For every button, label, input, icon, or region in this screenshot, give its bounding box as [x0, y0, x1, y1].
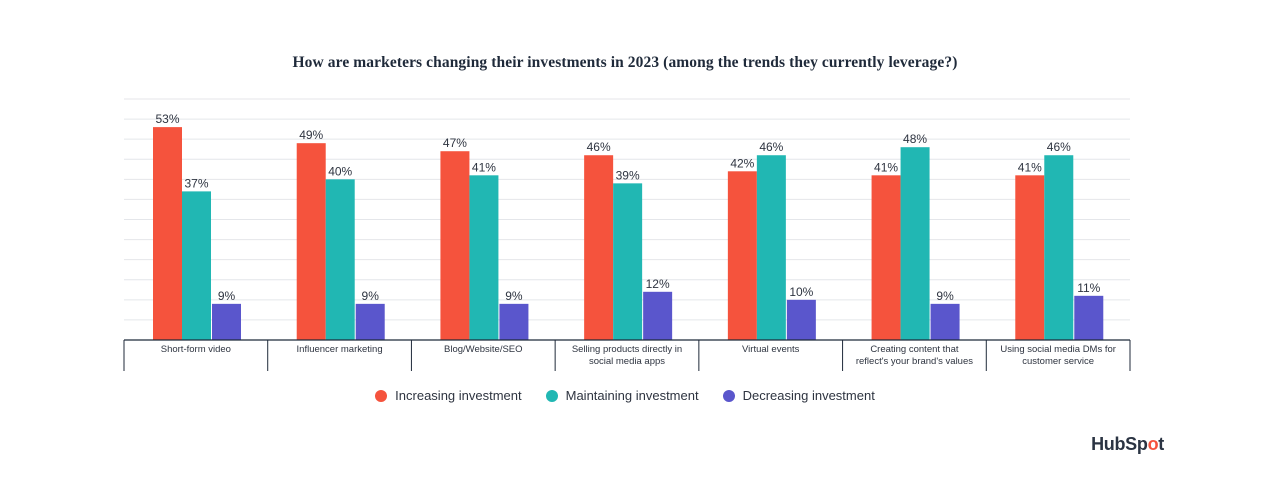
x-tick-label: social media apps — [589, 356, 665, 367]
legend-label-increasing: Increasing investment — [395, 388, 522, 403]
x-tick-label: Creating content that — [870, 344, 959, 355]
bar — [613, 183, 643, 340]
data-label: 9% — [362, 289, 380, 303]
data-label: 11% — [1077, 281, 1100, 295]
bar — [296, 143, 326, 340]
bar — [584, 155, 614, 340]
bar — [756, 155, 786, 340]
bar — [355, 303, 385, 340]
bar — [325, 179, 355, 340]
bar — [212, 303, 241, 340]
data-label: 41% — [874, 160, 898, 174]
bar — [643, 291, 673, 340]
bar — [727, 171, 757, 340]
x-tick-label: Short-form video — [161, 344, 231, 355]
bars — [153, 127, 1104, 340]
data-label: 9% — [936, 289, 954, 303]
data-label: 9% — [505, 289, 523, 303]
data-label: 41% — [1018, 160, 1042, 174]
data-label: 10% — [789, 285, 813, 299]
data-label: 46% — [587, 140, 611, 154]
category-axis: Short-form video Influencer marketing Blog… — [123, 339, 1131, 371]
data-label: 48% — [903, 132, 927, 146]
value-labels: 53% 49% 47% 46% 42% 41% 41% 37% 40% 41% 39% 46% 48% 4… — [155, 112, 1100, 303]
data-label: 42% — [730, 156, 754, 170]
legend-label-decreasing: Decreasing investment — [742, 388, 875, 403]
legend-dot-decreasing — [722, 389, 735, 402]
data-label: 37% — [184, 176, 208, 190]
bar — [900, 147, 930, 340]
x-tick-label: reflect's your brand's values — [856, 356, 973, 367]
x-tick-label: customer service — [1022, 356, 1094, 367]
data-label: 47% — [443, 136, 467, 150]
hubspot-logo: HubSpot — [1091, 434, 1164, 454]
legend-item-maintaining: Maintaining investment — [545, 388, 699, 403]
x-tick-label: Blog/Website/SEO — [444, 344, 523, 355]
chart-title: How are marketers changing their investm… — [292, 54, 958, 71]
x-tick-label: Influencer marketing — [297, 344, 383, 355]
bar — [871, 175, 901, 340]
x-tick-label: Selling products directly in — [572, 344, 682, 355]
data-label: 41% — [472, 160, 496, 174]
legend: Increasing investment Maintaining invest… — [0, 388, 1250, 403]
bar — [153, 127, 182, 340]
x-tick-label: Virtual events — [742, 344, 800, 355]
bar — [440, 151, 470, 340]
bar — [930, 303, 960, 340]
bar — [786, 299, 816, 340]
data-label: 46% — [759, 140, 783, 154]
legend-dot-increasing — [375, 389, 388, 402]
x-tick-label: Using social media DMs for — [1000, 344, 1116, 355]
bar — [499, 303, 529, 340]
data-label: 12% — [646, 277, 670, 291]
bar — [1044, 155, 1074, 340]
legend-item-increasing: Increasing investment — [375, 388, 522, 403]
bar — [1015, 175, 1045, 340]
legend-label-maintaining: Maintaining investment — [565, 388, 699, 403]
data-label: 46% — [1047, 140, 1071, 154]
legend-item-decreasing: Decreasing investment — [722, 388, 875, 403]
bar — [469, 175, 499, 340]
data-label: 49% — [299, 128, 323, 142]
data-label: 9% — [218, 289, 236, 303]
data-label: 39% — [616, 168, 640, 182]
legend-dot-maintaining — [545, 389, 558, 402]
bar — [182, 191, 211, 340]
data-label: 53% — [155, 112, 179, 126]
data-label: 40% — [328, 164, 352, 178]
bar — [1074, 295, 1104, 340]
